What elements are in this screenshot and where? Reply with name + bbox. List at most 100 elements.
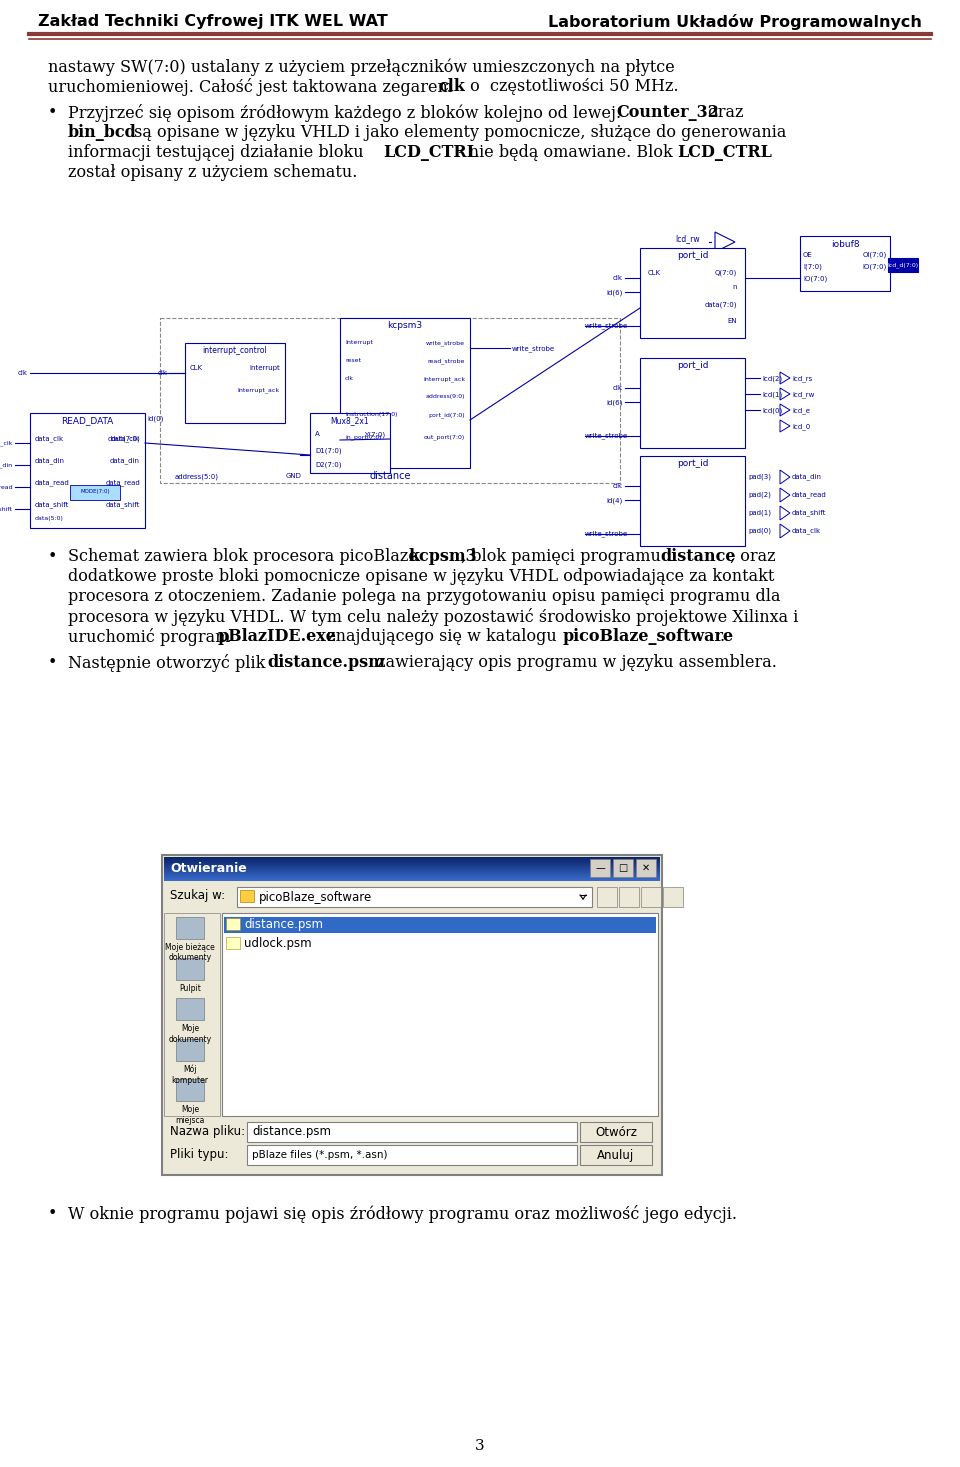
Text: Mux8_2x1: Mux8_2x1 bbox=[330, 417, 370, 425]
Text: data_clk: data_clk bbox=[792, 527, 821, 534]
Text: clk: clk bbox=[613, 274, 623, 282]
Bar bbox=[590, 860, 610, 877]
Text: address(5:0): address(5:0) bbox=[175, 474, 219, 480]
Text: distance: distance bbox=[660, 549, 735, 565]
Text: pad(0): pad(0) bbox=[748, 528, 771, 534]
Text: address(9:0): address(9:0) bbox=[425, 395, 465, 399]
Text: o  częstotliwości 50 MHz.: o częstotliwości 50 MHz. bbox=[465, 78, 678, 95]
Text: pBlaze files (*.psm, *.asn): pBlaze files (*.psm, *.asn) bbox=[252, 1150, 388, 1160]
Text: został opisany z użyciem schematu.: został opisany z użyciem schematu. bbox=[68, 164, 357, 180]
Text: A: A bbox=[315, 431, 320, 437]
Text: Mój
komputer: Mój komputer bbox=[172, 1065, 208, 1084]
Text: lcd_rw: lcd_rw bbox=[675, 235, 700, 244]
Text: LCD_CTRL: LCD_CTRL bbox=[384, 144, 478, 161]
Text: Anuluj: Anuluj bbox=[597, 1149, 635, 1162]
Text: interrupt_control: interrupt_control bbox=[203, 346, 268, 355]
Text: data_shift: data_shift bbox=[35, 502, 69, 508]
Text: picoBlaze_software: picoBlaze_software bbox=[259, 890, 372, 904]
Text: read_strobe: read_strobe bbox=[427, 358, 465, 364]
Bar bbox=[888, 258, 918, 271]
Bar bbox=[226, 918, 240, 930]
Polygon shape bbox=[715, 232, 735, 252]
Text: kcpsm3: kcpsm3 bbox=[388, 321, 422, 330]
Text: id(6): id(6) bbox=[607, 399, 623, 405]
Bar bbox=[70, 486, 120, 500]
Text: Moje
dokumenty: Moje dokumenty bbox=[168, 1024, 211, 1043]
Text: Schemat zawiera blok procesora picoBlaze: Schemat zawiera blok procesora picoBlaze bbox=[68, 549, 423, 565]
Text: data_read: data_read bbox=[35, 480, 70, 486]
Text: CLK: CLK bbox=[648, 270, 661, 276]
Text: READ_DATA: READ_DATA bbox=[61, 417, 113, 425]
Text: znajdującego się w katalogu: znajdującego się w katalogu bbox=[323, 628, 562, 645]
Text: write_strobe: write_strobe bbox=[426, 340, 465, 346]
Text: id(6): id(6) bbox=[607, 289, 623, 295]
Bar bbox=[800, 236, 890, 290]
Text: - nie będą omawiane. Blok: - nie będą omawiane. Blok bbox=[453, 144, 679, 161]
Bar bbox=[30, 414, 145, 528]
Text: lcd(0): lcd(0) bbox=[762, 406, 782, 414]
Bar bbox=[597, 888, 617, 907]
Text: pBlazIDE.exe: pBlazIDE.exe bbox=[218, 628, 336, 645]
Text: distance.psm: distance.psm bbox=[252, 1125, 331, 1138]
Text: udlock.psm: udlock.psm bbox=[244, 937, 312, 951]
Text: data(7:0): data(7:0) bbox=[705, 302, 737, 308]
Text: Nazwa pliku:: Nazwa pliku: bbox=[170, 1125, 245, 1138]
Text: lcd(2): lcd(2) bbox=[762, 376, 782, 381]
Text: Pulpit: Pulpit bbox=[180, 983, 201, 993]
Text: D2(7:0): D2(7:0) bbox=[315, 461, 342, 468]
Text: procesora z otoczeniem. Zadanie polega na przygotowaniu opisu pamięci programu d: procesora z otoczeniem. Zadanie polega n… bbox=[68, 588, 780, 604]
Text: uruchomieniowej. Całość jest taktowana zegarem: uruchomieniowej. Całość jest taktowana z… bbox=[48, 78, 458, 95]
Text: dout(7:0): dout(7:0) bbox=[108, 436, 140, 442]
Text: distance.psm: distance.psm bbox=[267, 654, 385, 670]
Bar bbox=[640, 358, 745, 447]
Text: Q(7:0): Q(7:0) bbox=[715, 270, 737, 276]
Text: port_id: port_id bbox=[677, 361, 708, 370]
Bar bbox=[619, 888, 639, 907]
Text: GND: GND bbox=[286, 472, 302, 480]
Text: Counter_32: Counter_32 bbox=[616, 104, 719, 120]
Bar bbox=[240, 890, 254, 902]
Bar bbox=[176, 998, 204, 1020]
Bar bbox=[160, 318, 620, 483]
Text: •: • bbox=[48, 1204, 58, 1222]
Text: clk: clk bbox=[18, 370, 28, 376]
Text: port_id: port_id bbox=[677, 251, 708, 260]
Bar bbox=[176, 1039, 204, 1061]
Text: Otwórz: Otwórz bbox=[595, 1125, 637, 1138]
Text: picoBlaze_software: picoBlaze_software bbox=[563, 628, 734, 645]
Text: data_din: data_din bbox=[0, 462, 13, 468]
Bar bbox=[247, 1122, 577, 1141]
Text: —: — bbox=[595, 863, 605, 873]
Text: pad(3): pad(3) bbox=[748, 474, 771, 481]
Text: n: n bbox=[732, 285, 737, 290]
Bar bbox=[176, 958, 204, 980]
Bar bbox=[222, 912, 658, 1116]
Text: Otwieranie: Otwieranie bbox=[170, 863, 247, 876]
Text: pad(2): pad(2) bbox=[748, 491, 771, 499]
Text: data_clk: data_clk bbox=[35, 436, 64, 442]
Text: lcd(1): lcd(1) bbox=[762, 392, 782, 398]
Bar bbox=[247, 1146, 577, 1165]
Text: lcd_e: lcd_e bbox=[792, 406, 810, 414]
Text: iobuf8: iobuf8 bbox=[830, 241, 859, 249]
Text: Laboratorium Układów Programowalnych: Laboratorium Układów Programowalnych bbox=[548, 15, 922, 29]
Polygon shape bbox=[780, 524, 790, 538]
Text: , oraz: , oraz bbox=[730, 549, 776, 565]
Text: •: • bbox=[48, 549, 58, 565]
Text: nastawy SW(7:0) ustalany z użyciem przełączników umieszczonych na płytce: nastawy SW(7:0) ustalany z użyciem przeł… bbox=[48, 59, 675, 75]
Text: OE: OE bbox=[803, 252, 813, 258]
Text: lcd_d(7:0): lcd_d(7:0) bbox=[887, 263, 919, 268]
Text: clk: clk bbox=[345, 376, 354, 381]
Bar bbox=[580, 1146, 652, 1165]
Text: clk: clk bbox=[439, 78, 465, 95]
Text: clk: clk bbox=[613, 384, 623, 392]
Text: informacji testującej działanie bloku: informacji testującej działanie bloku bbox=[68, 144, 369, 161]
Text: Przyjrzeć się opisom źródłowym każdego z bloków kolejno od lewej.: Przyjrzeć się opisom źródłowym każdego z… bbox=[68, 104, 626, 122]
Bar bbox=[226, 937, 240, 949]
Text: procesora w języku VHDL. W tym celu należy pozostawić środowisko projektowe Xili: procesora w języku VHDL. W tym celu nale… bbox=[68, 607, 799, 626]
Text: pad(1): pad(1) bbox=[748, 511, 771, 516]
Text: data_din: data_din bbox=[35, 458, 65, 464]
Bar bbox=[176, 917, 204, 939]
Bar bbox=[640, 456, 745, 546]
Text: bin_bcd: bin_bcd bbox=[68, 125, 137, 141]
